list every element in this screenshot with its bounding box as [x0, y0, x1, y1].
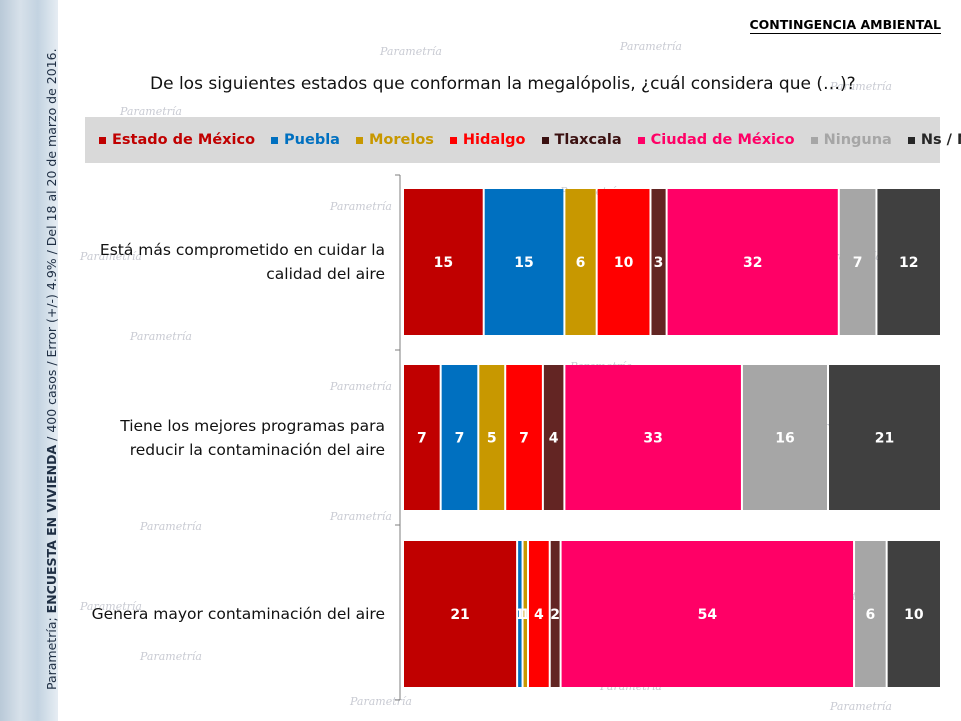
bar-segment — [484, 189, 564, 335]
bar-segment — [404, 365, 440, 510]
legend-swatch — [271, 136, 279, 144]
data-label: 12 — [899, 255, 918, 271]
legend-item: Hidalgo — [449, 132, 526, 148]
data-label: 15 — [434, 255, 453, 271]
legend-swatch — [637, 136, 645, 144]
legend-label: Tlaxcala — [554, 132, 622, 148]
data-label: 10 — [904, 607, 924, 623]
bar-segment — [479, 365, 505, 510]
data-label: 3 — [654, 255, 664, 271]
legend-item: Estado de México — [99, 132, 255, 148]
legend-item: Morelos — [355, 132, 434, 148]
bar-segment — [667, 189, 838, 335]
legend-item: Puebla — [271, 132, 340, 148]
data-label: 33 — [643, 431, 662, 447]
bar-segment — [523, 541, 527, 687]
data-label: 6 — [576, 255, 586, 271]
bar-segment — [651, 189, 666, 335]
legend-swatch — [541, 136, 549, 144]
data-label: 4 — [534, 607, 544, 623]
bar-segment — [506, 365, 542, 510]
legend-swatch — [449, 136, 457, 144]
bar-segment — [742, 365, 828, 510]
legend-swatch — [99, 136, 106, 144]
data-label: 2 — [550, 607, 560, 623]
data-label: 1 — [520, 607, 530, 623]
legend-swatch — [355, 136, 363, 144]
category-label: Tiene los mejores programas para reducir… — [120, 416, 385, 459]
data-label: 21 — [450, 607, 469, 623]
bar-segment — [855, 541, 886, 687]
bar-segment — [528, 541, 549, 687]
legend-label: Hidalgo — [462, 132, 526, 148]
bar-segment — [518, 541, 522, 687]
legend-label: Puebla — [284, 132, 340, 148]
data-label: 7 — [417, 431, 427, 447]
bar-segment — [597, 189, 650, 335]
sidebar-decoration: Parametría; ENCUESTA EN VIVIENDA / 400 c… — [0, 0, 59, 721]
legend-label: Ciudad de México — [650, 132, 795, 148]
bar-segment — [404, 189, 483, 335]
legend-label: Morelos — [368, 132, 434, 148]
data-label: 15 — [514, 255, 533, 271]
bar-segment — [441, 365, 478, 510]
chart-legend: Estado de México Puebla Morelos Hidalgo Tlax… — [85, 117, 961, 163]
data-label: 16 — [775, 431, 794, 447]
data-label: 21 — [875, 431, 894, 447]
chart-title: De los siguientes estados que conforman … — [150, 74, 856, 94]
bar-segment — [550, 541, 560, 687]
legend-swatch — [907, 136, 915, 144]
legend-label: Ns / Nc — [920, 132, 961, 148]
data-label: 5 — [487, 431, 497, 447]
category-label: Está más comprometido en cuidar la calid… — [99, 241, 385, 283]
data-label: 6 — [865, 607, 875, 623]
legend-label: Ninguna — [823, 132, 892, 148]
legend-item: Ciudad de México — [637, 132, 795, 148]
bar-segment — [543, 365, 564, 510]
data-label: 7 — [519, 431, 529, 447]
bar-segment — [404, 541, 517, 687]
legend-swatch — [810, 136, 818, 144]
legend-item: Tlaxcala — [541, 132, 622, 148]
data-label: 54 — [698, 607, 718, 623]
bar-segment — [565, 189, 596, 335]
bar-segment — [565, 365, 741, 510]
legend-item: Ninguna — [810, 132, 892, 148]
data-label: 4 — [549, 431, 559, 447]
category-label: Genera mayor contaminación del aire — [91, 605, 385, 623]
legend-label: Estado de México — [112, 132, 256, 148]
bar-segment — [877, 189, 940, 335]
data-label: 32 — [743, 255, 762, 271]
data-label: 10 — [614, 255, 634, 271]
legend-item: Ns / Nc — [907, 132, 961, 148]
data-label: 7 — [853, 255, 863, 271]
bar-segment — [887, 541, 940, 687]
bar-segment — [561, 541, 854, 687]
data-label: 7 — [455, 431, 465, 447]
data-label: 1 — [515, 607, 525, 623]
bar-segment — [829, 365, 940, 510]
bar-segment — [839, 189, 876, 335]
section-tag: CONTINGENCIA AMBIENTAL — [749, 17, 941, 34]
